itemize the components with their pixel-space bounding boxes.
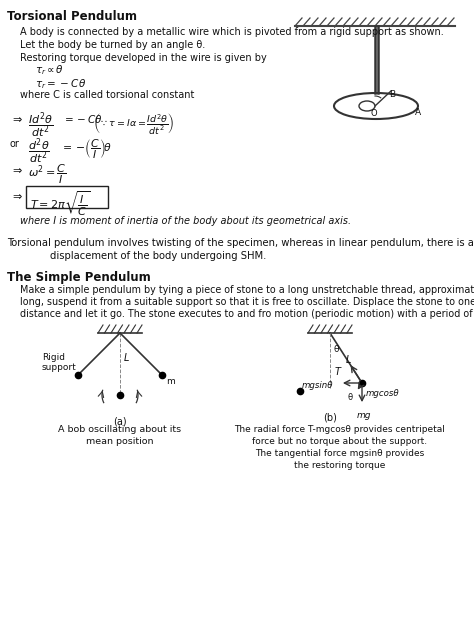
Text: The Simple Pendulum: The Simple Pendulum — [7, 271, 151, 284]
Text: T: T — [335, 367, 341, 377]
Text: A: A — [415, 108, 421, 117]
Text: B: B — [389, 90, 395, 99]
FancyBboxPatch shape — [26, 186, 108, 208]
Text: A body is connected by a metallic wire which is pivoted from a rigid support as : A body is connected by a metallic wire w… — [20, 27, 444, 37]
Text: mgcosθ: mgcosθ — [366, 389, 400, 398]
Text: O: O — [371, 109, 378, 118]
Text: Let the body be turned by an angle θ.: Let the body be turned by an angle θ. — [20, 40, 205, 50]
Text: $\Rightarrow$: $\Rightarrow$ — [10, 191, 23, 201]
Text: $= -\!\left(\dfrac{C}{I}\right)\!\theta$: $= -\!\left(\dfrac{C}{I}\right)\!\theta$ — [60, 138, 112, 161]
Text: or: or — [10, 139, 20, 149]
Text: A bob oscillating about its: A bob oscillating about its — [58, 425, 182, 434]
Text: $T = 2\pi\sqrt{\dfrac{I}{C}}$: $T = 2\pi\sqrt{\dfrac{I}{C}}$ — [30, 189, 91, 217]
Text: The radial force T-mgcosθ provides centripetal: The radial force T-mgcosθ provides centr… — [235, 425, 446, 434]
Text: θ: θ — [348, 393, 353, 402]
Text: $\tau_r \propto \theta$: $\tau_r \propto \theta$ — [35, 63, 64, 77]
Text: The tangential force mgsinθ provides: The tangential force mgsinθ provides — [255, 449, 425, 458]
Text: displacement of the body undergoing SHM.: displacement of the body undergoing SHM. — [50, 251, 266, 261]
Text: $\Rightarrow$: $\Rightarrow$ — [10, 114, 23, 124]
Text: mean position: mean position — [86, 437, 154, 446]
Text: where C is called torsional constant: where C is called torsional constant — [20, 90, 194, 100]
Text: $\dfrac{d^2\theta}{dt^2}$: $\dfrac{d^2\theta}{dt^2}$ — [28, 136, 50, 166]
Text: Restoring torque developed in the wire is given by: Restoring torque developed in the wire i… — [20, 53, 267, 63]
Text: $\dfrac{Id^2\theta}{dt^2}$: $\dfrac{Id^2\theta}{dt^2}$ — [28, 110, 53, 140]
Text: force but no torque about the support.: force but no torque about the support. — [253, 437, 428, 446]
Text: L: L — [346, 355, 351, 365]
Text: Rigid
support: Rigid support — [42, 353, 77, 372]
Text: L: L — [124, 353, 129, 363]
Text: mg: mg — [357, 411, 372, 420]
Text: (a): (a) — [113, 417, 127, 427]
Text: distance and let it go. The stone executes to and fro motion (periodic motion) w: distance and let it go. The stone execut… — [20, 309, 474, 319]
Text: where I is moment of inertia of the body about its geometrical axis.: where I is moment of inertia of the body… — [20, 216, 351, 226]
Text: the restoring torque: the restoring torque — [294, 461, 386, 470]
Text: $= -C\theta$: $= -C\theta$ — [62, 113, 103, 125]
Text: $\omega^2 = \dfrac{C}{I}$: $\omega^2 = \dfrac{C}{I}$ — [28, 163, 66, 186]
Text: $\left(\because \tau = I\alpha = \dfrac{Id^2\theta}{dt^2}\right)$: $\left(\because \tau = I\alpha = \dfrac{… — [93, 111, 174, 136]
Text: long, suspend it from a suitable support so that it is free to oscillate. Displa: long, suspend it from a suitable support… — [20, 297, 474, 307]
Text: θ: θ — [334, 345, 339, 354]
Text: Torsional Pendulum: Torsional Pendulum — [7, 10, 137, 23]
Text: Torsional pendulum involves twisting of the specimen, whereas in linear pendulum: Torsional pendulum involves twisting of … — [7, 238, 474, 248]
Text: Make a simple pendulum by tying a piece of stone to a long unstretchable thread,: Make a simple pendulum by tying a piece … — [20, 285, 474, 295]
Text: $\tau_r = -C\,\theta$: $\tau_r = -C\,\theta$ — [35, 77, 87, 91]
Text: $\Rightarrow$: $\Rightarrow$ — [10, 165, 23, 175]
Text: m: m — [166, 377, 175, 386]
Text: mgsinθ: mgsinθ — [302, 381, 334, 390]
Text: (b): (b) — [323, 413, 337, 423]
